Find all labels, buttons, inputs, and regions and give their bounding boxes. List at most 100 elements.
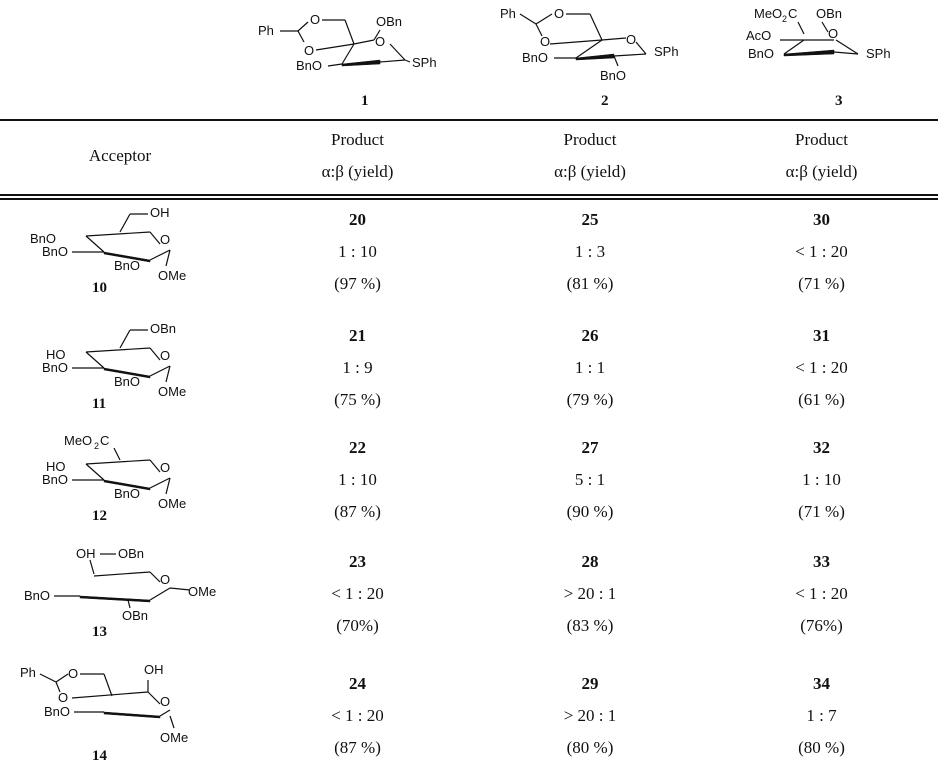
product-ratio: < 1 : 20 bbox=[795, 242, 848, 261]
product-cell: 23 < 1 : 20 (70%) bbox=[240, 546, 475, 642]
product-yield: (75 %) bbox=[334, 390, 381, 409]
product-ratio: 1 : 10 bbox=[338, 242, 377, 261]
acceptor-10-structure: OH O BnO BnO BnO OMe 10 bbox=[30, 205, 186, 296]
svg-text:OBn: OBn bbox=[376, 14, 402, 29]
svg-text:O: O bbox=[310, 12, 320, 27]
product-title: Product bbox=[563, 130, 617, 149]
svg-text:O: O bbox=[160, 694, 170, 709]
svg-text:BnO: BnO bbox=[30, 231, 56, 246]
product-cell: 27 5 : 1 (90 %) bbox=[475, 432, 705, 528]
svg-text:HO: HO bbox=[46, 459, 66, 474]
product-yield: (71 %) bbox=[798, 502, 845, 521]
acceptor-11-structure: OBn O HO BnO BnO OMe 11 bbox=[42, 321, 186, 412]
svg-text:OMe: OMe bbox=[160, 730, 188, 745]
product-id: 32 bbox=[813, 438, 830, 457]
svg-text:BnO: BnO bbox=[296, 58, 322, 73]
product-yield: (80 %) bbox=[798, 738, 845, 757]
svg-text:SPh: SPh bbox=[866, 46, 891, 61]
header-rule bbox=[0, 119, 938, 121]
svg-text:10: 10 bbox=[92, 280, 107, 296]
svg-text:O: O bbox=[828, 26, 838, 41]
svg-text:AcO: AcO bbox=[746, 28, 771, 43]
product-ratio: > 20 : 1 bbox=[563, 584, 617, 603]
svg-text:OBn: OBn bbox=[118, 546, 144, 561]
product-cell: 20 1 : 10 (97 %) bbox=[240, 204, 475, 300]
svg-text:HO: HO bbox=[46, 347, 66, 362]
product-header-3: Product α:β (yield) bbox=[705, 124, 938, 188]
product-ratio-label: α:β (yield) bbox=[785, 162, 858, 181]
product-ratio: > 20 : 1 bbox=[563, 706, 617, 725]
product-yield: (79 %) bbox=[566, 390, 614, 409]
donor-2-structure: Ph O O O SPh BnO BnO 2 bbox=[500, 6, 679, 109]
product-id: 29 bbox=[581, 674, 599, 693]
product-cell: 22 1 : 10 (87 %) bbox=[240, 432, 475, 528]
product-ratio: 1 : 1 bbox=[574, 358, 606, 377]
product-ratio: < 1 : 20 bbox=[795, 584, 848, 603]
svg-text:O: O bbox=[160, 232, 170, 247]
svg-text:BnO: BnO bbox=[748, 46, 774, 61]
svg-text:O: O bbox=[58, 690, 68, 705]
svg-text:BnO: BnO bbox=[42, 472, 68, 487]
svg-text:C: C bbox=[100, 433, 109, 448]
product-id: 25 bbox=[581, 210, 599, 229]
product-yield: (97 %) bbox=[334, 274, 381, 293]
svg-text:BnO: BnO bbox=[114, 374, 140, 389]
donor-1-structure: Ph O O O OBn SPh BnO 1 bbox=[258, 12, 437, 109]
acceptor-structures: OH O BnO BnO BnO OMe 10 OBn O HO BnO BnO… bbox=[20, 205, 216, 764]
svg-text:O: O bbox=[540, 34, 550, 49]
product-ratio: 1 : 10 bbox=[338, 470, 377, 489]
product-cell: 33 < 1 : 20 (76%) bbox=[705, 546, 938, 642]
svg-text:MeO: MeO bbox=[64, 433, 92, 448]
product-yield: (81 %) bbox=[566, 274, 614, 293]
svg-text:14: 14 bbox=[92, 748, 108, 764]
product-cell: 32 1 : 10 (71 %) bbox=[705, 432, 938, 528]
acceptor-13-structure: OH OBn O OMe BnO OBn 13 bbox=[24, 546, 216, 640]
svg-text:BnO: BnO bbox=[24, 588, 50, 603]
product-cell: 34 1 : 7 (80 %) bbox=[705, 668, 938, 764]
product-ratio: 1 : 10 bbox=[802, 470, 841, 489]
product-id: 23 bbox=[349, 552, 366, 571]
svg-text:OBn: OBn bbox=[816, 6, 842, 21]
svg-text:OH: OH bbox=[150, 205, 170, 220]
product-ratio: 1 : 3 bbox=[574, 242, 606, 261]
svg-text:OH: OH bbox=[144, 662, 164, 677]
product-id: 31 bbox=[813, 326, 830, 345]
svg-text:OMe: OMe bbox=[158, 384, 186, 399]
product-yield: (87 %) bbox=[334, 502, 381, 521]
svg-text:BnO: BnO bbox=[42, 360, 68, 375]
svg-text:OMe: OMe bbox=[188, 584, 216, 599]
double-rule-bottom bbox=[0, 198, 938, 200]
svg-text:BnO: BnO bbox=[114, 258, 140, 273]
product-id: 30 bbox=[813, 210, 830, 229]
product-ratio: 5 : 1 bbox=[574, 470, 606, 489]
product-cell: 21 1 : 9 (75 %) bbox=[240, 320, 475, 416]
product-title: Product bbox=[331, 130, 384, 149]
svg-text:OMe: OMe bbox=[158, 268, 186, 283]
svg-text:Ph: Ph bbox=[20, 665, 36, 680]
product-header-2: Product α:β (yield) bbox=[475, 124, 705, 188]
svg-text:2: 2 bbox=[782, 14, 787, 24]
svg-text:SPh: SPh bbox=[654, 44, 679, 59]
product-id: 20 bbox=[349, 210, 366, 229]
svg-text:C: C bbox=[788, 6, 797, 21]
product-yield: (70%) bbox=[336, 616, 379, 635]
svg-text:O: O bbox=[160, 460, 170, 475]
product-cell: 31 < 1 : 20 (61 %) bbox=[705, 320, 938, 416]
product-ratio: 1 : 9 bbox=[342, 358, 373, 377]
svg-text:O: O bbox=[304, 43, 314, 58]
product-yield: (80 %) bbox=[566, 738, 614, 757]
product-id: 24 bbox=[349, 674, 366, 693]
product-yield: (83 %) bbox=[566, 616, 614, 635]
product-ratio-label: α:β (yield) bbox=[554, 162, 626, 181]
product-cell: 26 1 : 1 (79 %) bbox=[475, 320, 705, 416]
product-id: 27 bbox=[581, 438, 599, 457]
svg-text:MeO: MeO bbox=[754, 6, 782, 21]
svg-text:BnO: BnO bbox=[522, 50, 548, 65]
svg-text:OBn: OBn bbox=[150, 321, 176, 336]
svg-text:13: 13 bbox=[92, 624, 107, 640]
product-ratio: < 1 : 20 bbox=[331, 706, 384, 725]
product-header-1: Product α:β (yield) bbox=[240, 124, 475, 188]
product-id: 34 bbox=[813, 674, 830, 693]
product-id: 26 bbox=[581, 326, 599, 345]
svg-text:BnO: BnO bbox=[42, 244, 68, 259]
